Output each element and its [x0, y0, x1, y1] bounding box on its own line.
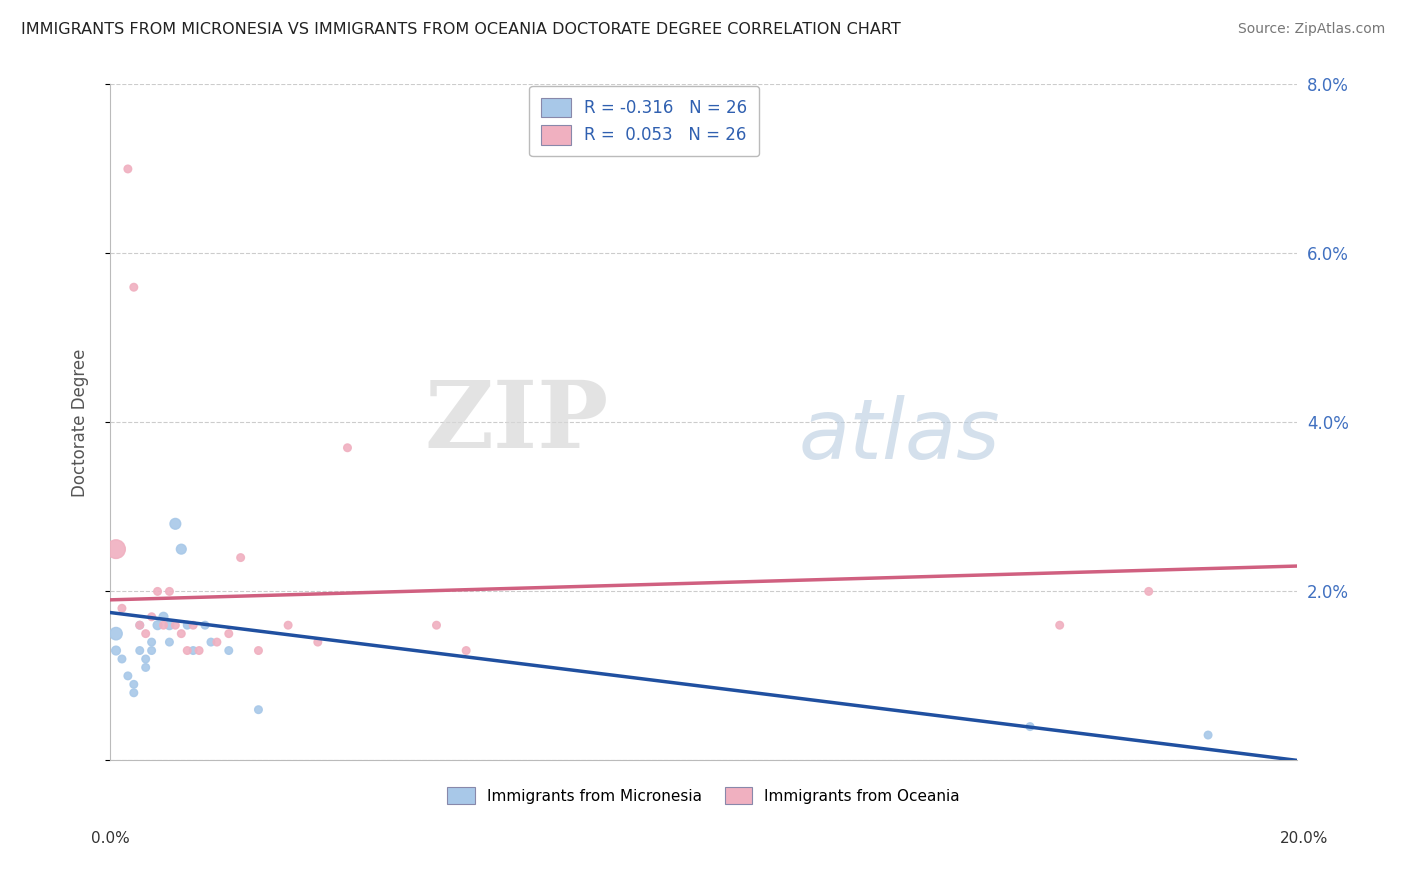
Point [218, 626, 240, 640]
Point [1197, 728, 1219, 742]
Point [456, 643, 478, 657]
Point [141, 643, 163, 657]
Point [218, 643, 240, 657]
Text: Source: ZipAtlas.com: Source: ZipAtlas.com [1237, 22, 1385, 37]
Point [170, 626, 193, 640]
Point [146, 618, 169, 632]
Point [105, 626, 128, 640]
Point [181, 643, 204, 657]
Point [152, 618, 174, 632]
Text: ZIP: ZIP [425, 377, 609, 467]
Point [141, 635, 163, 649]
Point [128, 618, 150, 632]
Text: IMMIGRANTS FROM MICRONESIA VS IMMIGRANTS FROM OCEANIA DOCTORATE DEGREE CORRELATI: IMMIGRANTS FROM MICRONESIA VS IMMIGRANTS… [21, 22, 901, 37]
Point [105, 643, 128, 657]
Point [1137, 584, 1160, 599]
Point [111, 601, 134, 615]
Point [181, 618, 204, 632]
Point [425, 618, 447, 632]
Point [277, 618, 299, 632]
Point [111, 652, 134, 666]
Point [176, 643, 198, 657]
Point [117, 669, 139, 683]
Point [159, 584, 181, 599]
Point [128, 618, 150, 632]
Point [194, 618, 217, 632]
Point [1049, 618, 1071, 632]
Point [117, 161, 139, 176]
Point [135, 660, 157, 674]
Point [200, 635, 222, 649]
Point [122, 677, 145, 691]
Point [135, 652, 157, 666]
Point [122, 686, 145, 700]
Text: 0.0%: 0.0% [91, 831, 131, 846]
Point [165, 618, 187, 632]
Point [165, 516, 187, 531]
Point [128, 643, 150, 657]
Legend: Immigrants from Micronesia, Immigrants from Oceania: Immigrants from Micronesia, Immigrants f… [437, 778, 969, 814]
Point [336, 441, 359, 455]
Point [159, 618, 181, 632]
Point [188, 643, 211, 657]
Text: atlas: atlas [799, 395, 1000, 476]
Point [141, 609, 163, 624]
Point [170, 542, 193, 557]
Point [159, 635, 181, 649]
Point [146, 584, 169, 599]
Point [205, 635, 228, 649]
Point [307, 635, 329, 649]
Point [176, 618, 198, 632]
Point [229, 550, 252, 565]
Point [105, 542, 128, 557]
Point [122, 280, 145, 294]
Point [1019, 720, 1042, 734]
Text: 20.0%: 20.0% [1281, 831, 1329, 846]
Y-axis label: Doctorate Degree: Doctorate Degree [72, 348, 89, 497]
Point [135, 626, 157, 640]
Point [247, 643, 270, 657]
Point [152, 609, 174, 624]
Point [247, 703, 270, 717]
